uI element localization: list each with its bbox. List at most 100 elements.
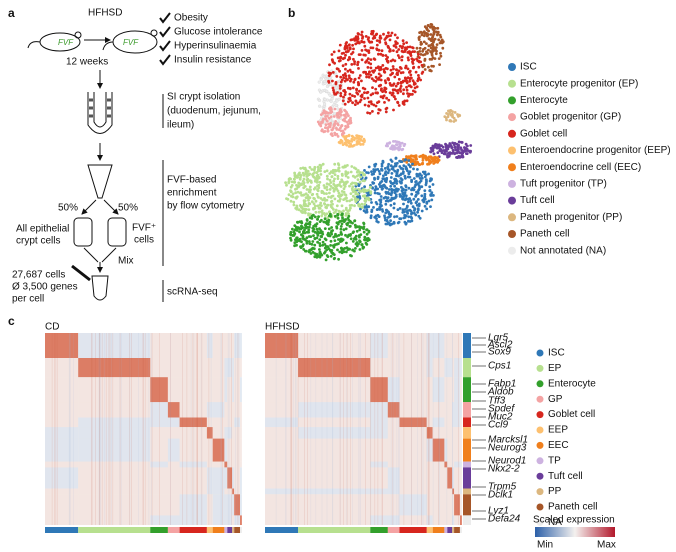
cell-point (313, 230, 317, 234)
cell-point (333, 239, 337, 243)
cell-point (415, 172, 419, 176)
cell-point (308, 166, 312, 169)
heatmap-block (298, 494, 371, 516)
heatmap-texture (399, 333, 400, 525)
cell-point (352, 47, 355, 51)
cell-point (403, 220, 407, 224)
heatmap-block (399, 377, 427, 403)
cell-point (308, 225, 311, 229)
cell-point (365, 75, 368, 79)
heatmap-block (232, 494, 235, 516)
cell-point (356, 178, 360, 182)
cell-point (390, 167, 394, 171)
cell-point (390, 187, 393, 191)
heatmap-texture (374, 333, 376, 525)
gene-label: Neurod1 (488, 456, 526, 467)
cell-point (375, 39, 379, 42)
cell-point (365, 171, 368, 174)
cell-point (414, 193, 418, 197)
cell-point (337, 257, 340, 261)
cell-point (331, 86, 335, 90)
cell-point (429, 50, 433, 53)
legend-swatch (536, 364, 544, 372)
cell-point (359, 175, 363, 179)
cell-point (385, 106, 389, 110)
cell-point (343, 89, 346, 92)
heatmap-texture (228, 333, 230, 525)
cell-point (406, 67, 410, 71)
cell-point (339, 56, 342, 59)
heatmap-texture (428, 333, 430, 525)
cell-point (345, 111, 348, 114)
heatmap-block (298, 333, 371, 358)
heatmap-block (234, 377, 240, 403)
cell-point (358, 203, 361, 207)
cell-point (346, 248, 350, 252)
heatmap-texture (159, 333, 160, 525)
cell-point (422, 64, 426, 68)
heatmap-block (387, 461, 400, 468)
heatmap-texture (295, 333, 297, 525)
cell-point (394, 164, 398, 168)
color-scale (535, 527, 615, 537)
cell-point (296, 175, 299, 179)
cell-point (359, 137, 362, 141)
heatmap-block (45, 358, 79, 378)
heatmap-block (454, 515, 460, 525)
legend-label: Goblet cell (520, 128, 567, 139)
cell-point (329, 121, 332, 125)
cell-point (346, 171, 350, 175)
heatmap-texture (237, 333, 239, 525)
heatmap-block (426, 417, 433, 428)
legend-swatch (508, 113, 516, 122)
heatmap-texture (377, 333, 379, 525)
cell-point (375, 32, 379, 36)
cell-point (315, 222, 319, 226)
cell-point (353, 181, 357, 185)
heatmap-block (212, 377, 225, 403)
heatmap-block (212, 358, 225, 378)
cell-point (343, 46, 347, 50)
heatmap-block (227, 358, 233, 378)
cell-point (371, 110, 374, 113)
cell-point (342, 187, 346, 191)
cell-point (412, 65, 416, 69)
cell-point (332, 50, 336, 54)
heatmap-block (167, 515, 180, 525)
cell-point (343, 127, 347, 131)
cell-point (382, 94, 386, 98)
heatmap-block (167, 427, 180, 439)
cell-point (457, 154, 461, 158)
cell-point (358, 239, 361, 243)
cell-point (394, 45, 398, 49)
cell-point (420, 174, 423, 178)
cells-label: All epithelial (16, 224, 69, 235)
cell-point (343, 185, 347, 188)
cell-point (344, 227, 348, 231)
heatmap-block (426, 467, 433, 489)
heatmap-block (399, 515, 427, 525)
heatmap-block (460, 515, 462, 525)
cell-point (355, 88, 358, 92)
heatmap-texture (99, 333, 100, 525)
duration-label: 12 weeks (66, 57, 108, 68)
cell-point (348, 92, 352, 96)
cell-point (411, 50, 415, 53)
cell-point (332, 115, 336, 118)
cell-point (338, 110, 342, 114)
legend-label: Enterocyte (548, 378, 596, 389)
cell-point (373, 69, 377, 72)
cell-point (423, 68, 427, 71)
row-bar (463, 402, 471, 418)
heatmap-texture (182, 333, 183, 525)
cell-point (296, 190, 300, 194)
legend-swatch (536, 395, 544, 403)
cell-point (363, 202, 367, 206)
heatmap-block (387, 358, 400, 378)
cell-point (303, 167, 306, 171)
cluster-bar (454, 527, 460, 533)
heatmap-block (426, 377, 433, 403)
cell-point (348, 224, 352, 228)
heatmap-block (167, 333, 180, 358)
